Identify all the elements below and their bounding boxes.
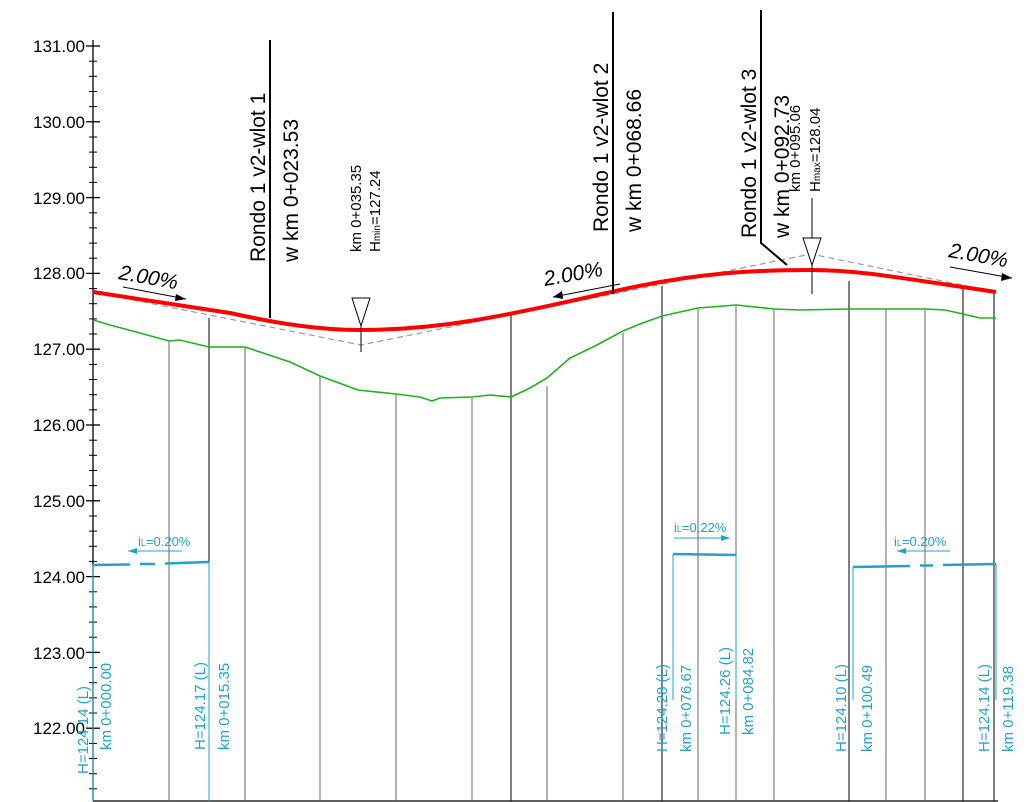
drainage-km-label: km 0+076.67 xyxy=(678,665,695,752)
roundabout-km: w km 0+023.53 xyxy=(280,119,303,263)
slope-prefix: i xyxy=(674,520,677,535)
drainage-km-label: km 0+000.00 xyxy=(98,663,115,750)
drainage-km-label: km 0+119.38 xyxy=(1000,666,1017,752)
slope-value: =0.20% xyxy=(146,534,191,549)
slope-prefix: i xyxy=(138,534,141,549)
y-tick-label: 125.00 xyxy=(33,492,85,511)
max-h-prefix: H xyxy=(807,181,824,192)
roundabout-km: w km 0+068.66 xyxy=(623,89,646,233)
grade-text: 2.00% xyxy=(946,239,1010,272)
slope-sub: L xyxy=(897,538,902,548)
station-lines xyxy=(208,281,995,801)
slope-label: iL=0.20% xyxy=(138,534,191,549)
grade-arrowhead-icon xyxy=(553,291,563,299)
y-axis-labels: 131.00 130.00 129.00 128.00 127.00 126.0… xyxy=(33,37,85,738)
drainage-h-label: H=124.14 (L) xyxy=(976,664,993,752)
min-h-label: Hmin=127.24 xyxy=(367,170,384,252)
ground-line xyxy=(92,304,996,402)
y-tick-label: 131.00 xyxy=(33,37,85,56)
roundabout-label-1: Rondo 1 v2-wlot 1 w km 0+023.53 xyxy=(247,40,303,318)
y-tick-label: 127.00 xyxy=(33,340,85,359)
drainage-segment-3: iL=0.20% xyxy=(852,534,997,700)
drainage-point-3: H=124.28 (L) km 0+076.67 xyxy=(654,664,695,752)
min-h-sub: min xyxy=(372,225,383,241)
min-arrow-icon xyxy=(351,297,371,328)
drainage-h-label: H=124.14 (L) xyxy=(75,686,92,774)
drainage-km-label: km 0+100.49 xyxy=(859,665,876,752)
roundabout-label-2: Rondo 1 v2-wlot 2 w km 0+068.66 xyxy=(590,12,646,294)
grade-arrow-icon xyxy=(552,283,621,298)
drainage-h-label: H=124.17 (L) xyxy=(192,662,209,750)
y-axis: 131.00 130.00 129.00 128.00 127.00 126.0… xyxy=(33,37,100,801)
drainage-line xyxy=(92,563,131,567)
roundabout-title: Rondo 1 v2-wlot 2 xyxy=(590,63,613,232)
roundabout-label-3: Rondo 1 v2-wlot 3 w km 0+092.73 xyxy=(738,10,794,266)
slope-prefix: i xyxy=(894,534,897,549)
slope-value: =0.22% xyxy=(682,520,727,535)
drainage-point-2: H=124.17 (L) km 0+015.35 xyxy=(192,662,233,750)
drainage-h-label: H=124.10 (L) xyxy=(833,664,850,752)
sub-station-lines xyxy=(168,306,926,801)
min-h-value: =127.24 xyxy=(367,170,384,225)
drainage-segment-1: iL=0.20% xyxy=(92,534,210,801)
drainage-line xyxy=(942,562,997,567)
max-arrow-icon xyxy=(802,237,822,267)
y-tick-label: 126.00 xyxy=(33,416,85,435)
slope-arrowhead-icon xyxy=(128,548,137,554)
drainage-point-5: H=124.10 (L) km 0+100.49 xyxy=(833,664,876,752)
slope-value: =0.20% xyxy=(902,534,947,549)
grade-arrowhead-icon xyxy=(175,294,186,301)
drainage-km-label: km 0+084.82 xyxy=(740,648,757,735)
y-tick-label: 122.00 xyxy=(33,719,85,738)
drainage-point-4: H=124.26 (L) km 0+084.82 xyxy=(717,647,757,735)
drainage-line xyxy=(672,552,737,557)
slope-sub: L xyxy=(677,524,682,534)
y-tick-label: 123.00 xyxy=(33,644,85,663)
roundabout-km: w km 0+092.73 xyxy=(771,95,794,239)
drainage-line xyxy=(852,564,911,569)
min-point-marker: km 0+035.35 Hmin=127.24 xyxy=(348,165,384,352)
drainage-segment-2: iL=0.22% xyxy=(672,520,737,700)
slope-arrowhead-icon xyxy=(721,535,730,541)
max-h-label: Hmax=128.04 xyxy=(807,108,824,192)
y-tick-label: 130.00 xyxy=(33,113,85,132)
roundabout-title: Rondo 1 v2-wlot 1 xyxy=(247,93,270,262)
max-km-label: km 0+095.06 xyxy=(787,105,804,192)
drainage-h-label: H=124.28 (L) xyxy=(654,664,671,752)
grade-text: 2.00% xyxy=(541,258,605,291)
drainage-point-1: H=124.14 (L) km 0+000.00 xyxy=(75,663,115,774)
roundabout-leader xyxy=(760,10,788,266)
roundabout-title: Rondo 1 v2-wlot 3 xyxy=(738,69,761,238)
min-h-prefix: H xyxy=(367,241,384,252)
slope-sub: L xyxy=(141,538,146,548)
y-axis-ticks xyxy=(86,45,100,790)
y-tick-label: 124.00 xyxy=(33,568,85,587)
drainage-line xyxy=(164,560,210,565)
grade-label-1: 2.00% xyxy=(116,261,187,301)
slope-arrowhead-icon xyxy=(897,548,906,554)
grade-arrowhead-icon xyxy=(1001,273,1012,281)
grade-label-3: 2.00% xyxy=(946,239,1013,281)
grade-arrow-icon xyxy=(122,286,187,300)
max-h-value: =128.04 xyxy=(807,108,824,163)
slope-label: iL=0.22% xyxy=(674,520,727,535)
max-point-marker: km 0+095.06 Hmax=128.04 xyxy=(787,105,824,294)
drainage-h-label: H=124.26 (L) xyxy=(717,647,734,735)
y-tick-label: 128.00 xyxy=(33,264,85,283)
y-tick-label: 129.00 xyxy=(33,189,85,208)
drainage-km-label: km 0+015.35 xyxy=(216,663,233,750)
drainage-point-6: H=124.14 (L) km 0+119.38 xyxy=(976,664,1017,752)
max-h-sub: max xyxy=(812,162,823,181)
slope-label: iL=0.20% xyxy=(894,534,947,549)
min-km-label: km 0+035.35 xyxy=(348,165,365,252)
design-grade-line xyxy=(92,267,997,333)
grade-text: 2.00% xyxy=(116,261,180,294)
